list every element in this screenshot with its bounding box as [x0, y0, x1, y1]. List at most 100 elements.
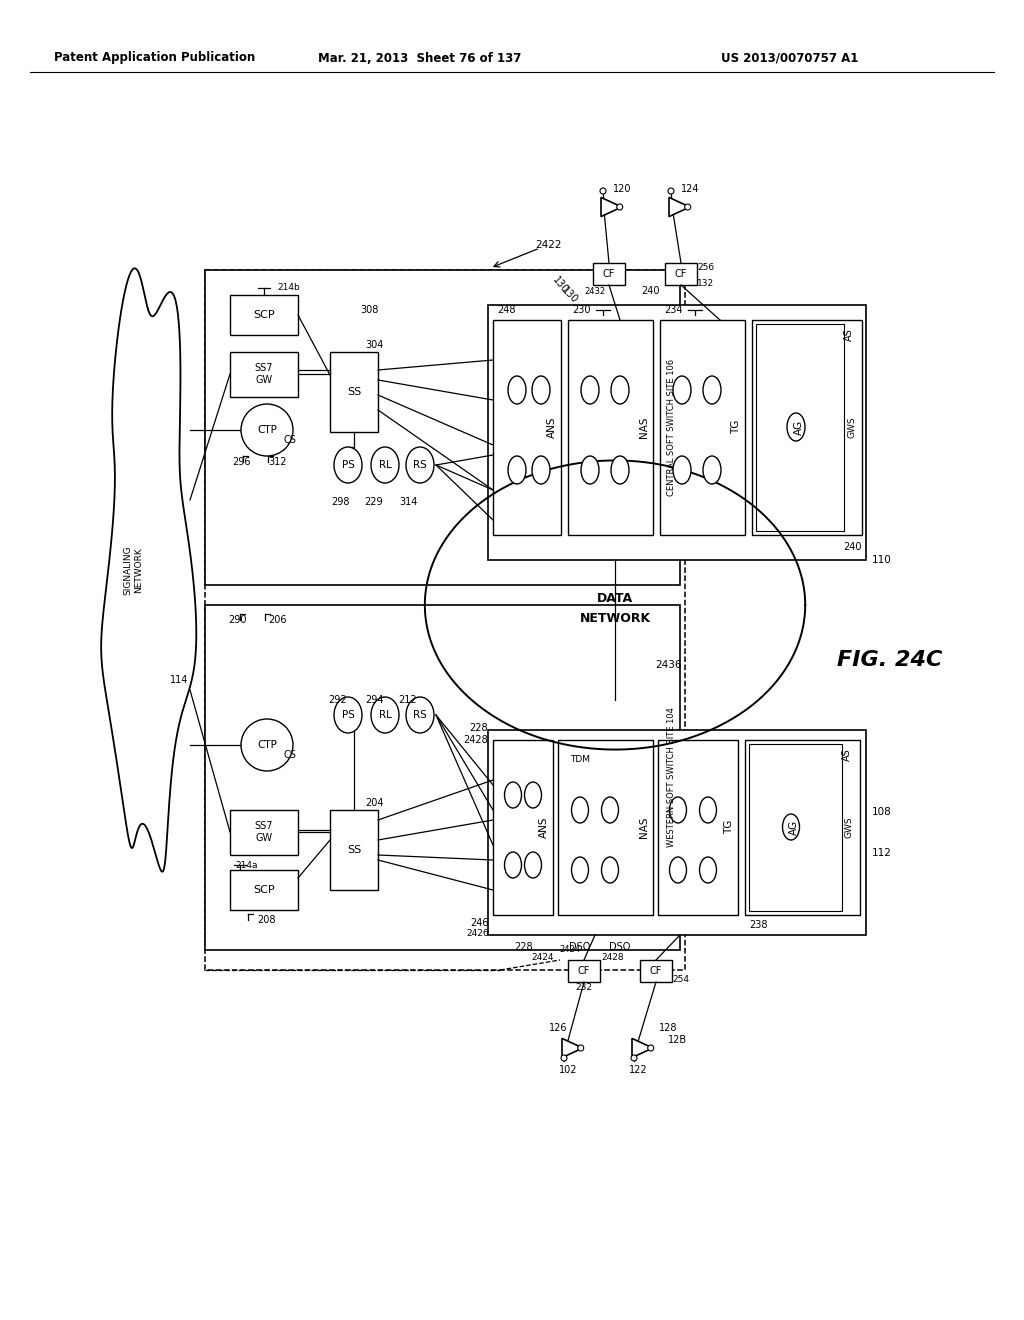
Ellipse shape [524, 851, 542, 878]
Bar [493, 741, 553, 915]
Ellipse shape [508, 376, 526, 404]
Text: 238: 238 [750, 920, 768, 931]
Ellipse shape [406, 697, 434, 733]
Text: TG: TG [724, 820, 734, 834]
Text: CTP: CTP [257, 425, 276, 436]
Text: 290: 290 [228, 615, 247, 624]
Bar [488, 730, 866, 935]
Bar [593, 263, 625, 285]
Text: 229: 229 [365, 498, 383, 507]
Text: 126: 126 [549, 1023, 567, 1034]
Text: RL: RL [379, 710, 391, 719]
Bar [640, 960, 672, 982]
Text: 108: 108 [872, 807, 892, 817]
Text: PS: PS [342, 710, 354, 719]
Bar [330, 810, 378, 890]
Text: 228: 228 [514, 942, 534, 952]
Text: RL: RL [379, 459, 391, 470]
Text: 2428: 2428 [463, 735, 488, 744]
Text: 292: 292 [329, 696, 347, 705]
Text: 294: 294 [365, 696, 383, 705]
Text: 254: 254 [672, 975, 689, 985]
Bar [330, 352, 378, 432]
Ellipse shape [334, 447, 362, 483]
Ellipse shape [601, 797, 618, 822]
Bar [568, 960, 600, 982]
Text: CTP: CTP [257, 741, 276, 750]
Ellipse shape [782, 814, 800, 840]
Bar [205, 271, 685, 970]
Ellipse shape [703, 376, 721, 404]
Text: ANS: ANS [539, 816, 549, 838]
Text: 102: 102 [559, 1065, 578, 1074]
Text: NAS: NAS [639, 816, 649, 838]
Bar [752, 319, 862, 535]
Text: 208: 208 [257, 915, 275, 925]
Text: Mar. 21, 2013  Sheet 76 of 137: Mar. 21, 2013 Sheet 76 of 137 [318, 51, 521, 65]
Bar [665, 263, 697, 285]
Text: CF: CF [603, 269, 615, 279]
Text: 240: 240 [641, 286, 660, 296]
Bar [230, 870, 298, 909]
Circle shape [616, 205, 623, 210]
Bar [205, 271, 680, 585]
Circle shape [241, 404, 293, 455]
Text: 214b: 214b [278, 284, 300, 293]
Text: CF: CF [675, 269, 687, 279]
Circle shape [631, 1055, 637, 1061]
Text: ANS: ANS [547, 416, 557, 438]
Text: 2424: 2424 [531, 953, 554, 961]
Bar [488, 305, 866, 560]
Text: RS: RS [413, 459, 427, 470]
Polygon shape [601, 198, 622, 216]
Text: CS: CS [284, 436, 296, 445]
Text: NAS: NAS [639, 416, 649, 438]
Ellipse shape [571, 797, 589, 822]
Text: 312: 312 [268, 457, 287, 467]
Text: 124: 124 [681, 183, 699, 194]
Text: 130: 130 [560, 285, 580, 305]
Ellipse shape [505, 851, 521, 878]
Text: SCP: SCP [253, 884, 274, 895]
Ellipse shape [601, 857, 618, 883]
Text: 112: 112 [872, 847, 892, 858]
Bar [205, 605, 680, 950]
Text: CS: CS [284, 750, 296, 760]
Text: TDM: TDM [570, 755, 590, 764]
Bar [658, 741, 738, 915]
Text: 2422: 2422 [535, 240, 561, 249]
Text: CF: CF [650, 966, 663, 975]
Ellipse shape [670, 857, 686, 883]
Text: AS: AS [844, 329, 854, 342]
Text: 228: 228 [469, 723, 488, 733]
Text: NETWORK: NETWORK [580, 611, 650, 624]
Text: 2432: 2432 [585, 286, 605, 296]
Text: 120: 120 [612, 183, 631, 194]
Text: 2424: 2424 [559, 945, 581, 954]
Text: 130: 130 [550, 275, 569, 296]
Text: WESTERN SOFT SWITCH SITE 104: WESTERN SOFT SWITCH SITE 104 [668, 708, 677, 847]
Ellipse shape [703, 455, 721, 484]
Ellipse shape [670, 797, 686, 822]
Ellipse shape [532, 376, 550, 404]
Text: 206: 206 [268, 615, 287, 624]
Text: 2436: 2436 [654, 660, 681, 671]
Text: 230: 230 [572, 305, 591, 315]
Ellipse shape [673, 376, 691, 404]
Bar [230, 352, 298, 397]
Ellipse shape [699, 797, 717, 822]
Text: 234: 234 [664, 305, 683, 315]
Polygon shape [562, 1039, 583, 1057]
Text: RS: RS [413, 710, 427, 719]
Circle shape [561, 1055, 567, 1061]
Text: CENTRAL SOFT SWITCH SITE 106: CENTRAL SOFT SWITCH SITE 106 [668, 359, 677, 495]
Ellipse shape [673, 455, 691, 484]
Text: 232: 232 [575, 983, 593, 993]
Bar [230, 810, 298, 855]
Text: 296: 296 [232, 457, 251, 467]
Text: PS: PS [342, 459, 354, 470]
Text: 308: 308 [360, 305, 379, 315]
Ellipse shape [406, 447, 434, 483]
Text: 132: 132 [697, 279, 714, 288]
Text: DSO: DSO [609, 942, 631, 952]
